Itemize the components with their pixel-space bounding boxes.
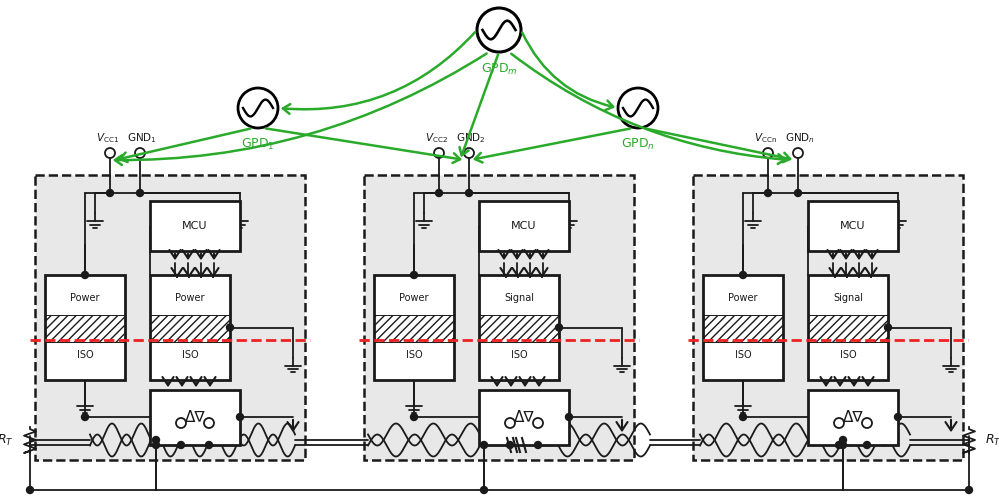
Bar [35, 175, 305, 460]
Text: ISO: ISO [77, 350, 93, 360]
Text: Δ∇: Δ∇ [513, 410, 534, 425]
Bar [479, 201, 569, 251]
Circle shape [839, 441, 846, 448]
Text: ISO: ISO [182, 350, 199, 360]
Text: ISO: ISO [840, 350, 856, 360]
Bar [808, 275, 888, 380]
Bar [808, 315, 888, 342]
Circle shape [794, 189, 801, 196]
Text: GPD$_n$: GPD$_n$ [621, 137, 655, 152]
Text: GND$_n$: GND$_n$ [785, 131, 815, 145]
Circle shape [506, 441, 513, 448]
Text: Power: Power [400, 293, 429, 303]
Circle shape [565, 413, 572, 420]
Circle shape [153, 436, 160, 443]
Circle shape [534, 441, 541, 448]
Bar [150, 390, 240, 445]
Circle shape [884, 324, 891, 331]
Bar [364, 175, 634, 460]
Text: Power: Power [728, 293, 758, 303]
Text: ISO: ISO [510, 350, 527, 360]
Circle shape [153, 441, 160, 448]
Bar [374, 275, 454, 380]
Circle shape [178, 441, 185, 448]
Bar [808, 390, 898, 445]
Circle shape [411, 272, 418, 279]
Text: $V_{\mathrm{CC2}}$: $V_{\mathrm{CC2}}$ [426, 131, 449, 145]
Circle shape [436, 189, 443, 196]
Circle shape [237, 413, 244, 420]
Circle shape [206, 441, 213, 448]
Text: GPD$_1$: GPD$_1$ [241, 137, 275, 152]
Circle shape [555, 324, 562, 331]
Circle shape [107, 189, 114, 196]
Text: MCU: MCU [840, 221, 866, 231]
Text: $V_{\mathrm{CCn}}$: $V_{\mathrm{CCn}}$ [754, 131, 777, 145]
Circle shape [227, 324, 234, 331]
Text: $V_{\mathrm{CC1}}$: $V_{\mathrm{CC1}}$ [96, 131, 120, 145]
Bar [45, 315, 125, 342]
Text: Δ∇: Δ∇ [185, 410, 206, 425]
Text: Δ∇: Δ∇ [843, 410, 863, 425]
Text: ISO: ISO [734, 350, 751, 360]
Circle shape [965, 486, 972, 493]
Bar [45, 275, 125, 380]
Bar [703, 275, 783, 380]
Text: GND$_1$: GND$_1$ [127, 131, 157, 145]
Bar [808, 201, 898, 251]
Text: Power: Power [70, 293, 100, 303]
Text: Signal: Signal [504, 293, 534, 303]
Text: MCU: MCU [182, 221, 208, 231]
Text: Power: Power [175, 293, 205, 303]
Bar [150, 315, 230, 342]
Circle shape [27, 486, 34, 493]
Bar [479, 390, 569, 445]
Circle shape [411, 413, 418, 420]
Text: MCU: MCU [511, 221, 536, 231]
Bar [703, 315, 783, 342]
Circle shape [481, 486, 488, 493]
Circle shape [835, 441, 842, 448]
Bar [693, 175, 963, 460]
Bar [479, 275, 559, 380]
Text: Signal: Signal [833, 293, 863, 303]
Text: ISO: ISO [406, 350, 423, 360]
Circle shape [466, 189, 473, 196]
Bar [479, 315, 559, 342]
Text: GPD$_m$: GPD$_m$ [481, 62, 517, 77]
Text: $R_T$: $R_T$ [0, 432, 14, 447]
Text: GND$_2$: GND$_2$ [457, 131, 486, 145]
Bar [150, 275, 230, 380]
Bar [374, 315, 454, 342]
Circle shape [82, 413, 89, 420]
Circle shape [481, 441, 488, 448]
Circle shape [137, 189, 144, 196]
Circle shape [739, 272, 746, 279]
Circle shape [839, 436, 846, 443]
Circle shape [764, 189, 771, 196]
Bar [150, 201, 240, 251]
Circle shape [894, 413, 901, 420]
Text: $R_T$: $R_T$ [985, 432, 999, 447]
Circle shape [82, 272, 89, 279]
Circle shape [739, 413, 746, 420]
Circle shape [863, 441, 870, 448]
